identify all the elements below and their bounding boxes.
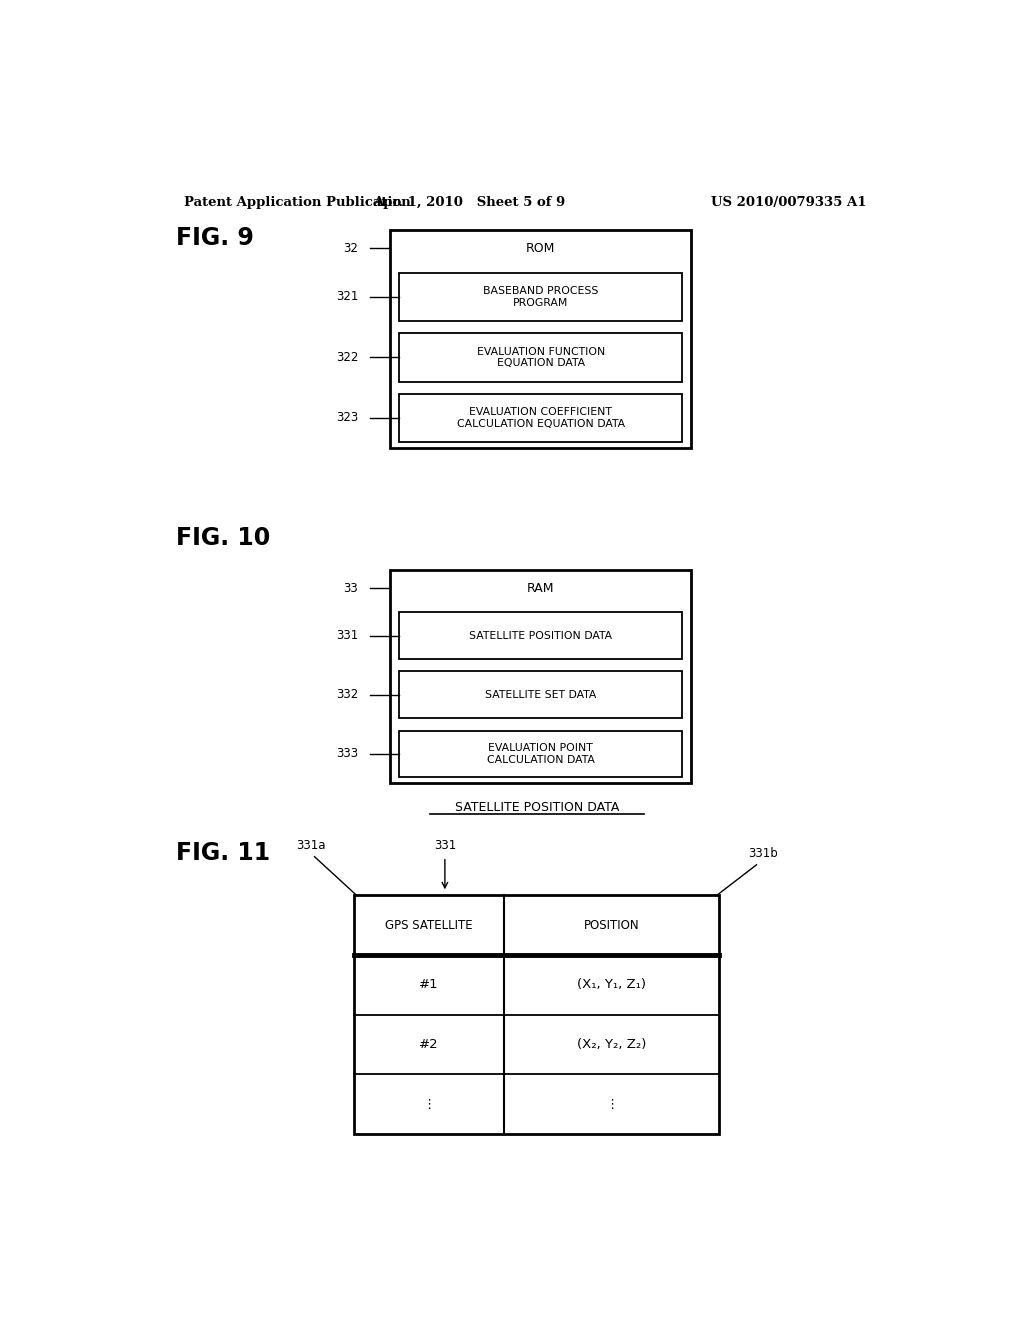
Text: FIG. 10: FIG. 10 bbox=[176, 525, 270, 549]
Text: 332: 332 bbox=[336, 689, 358, 701]
Text: Apr. 1, 2010   Sheet 5 of 9: Apr. 1, 2010 Sheet 5 of 9 bbox=[373, 195, 565, 209]
Text: FIG. 9: FIG. 9 bbox=[176, 226, 254, 249]
Text: POSITION: POSITION bbox=[584, 919, 639, 932]
Text: ⋮: ⋮ bbox=[422, 1098, 435, 1111]
Bar bbox=[399, 333, 682, 381]
Text: 322: 322 bbox=[336, 351, 358, 364]
Text: 331a: 331a bbox=[296, 838, 326, 851]
Text: GPS SATELLITE: GPS SATELLITE bbox=[385, 919, 473, 932]
Bar bbox=[390, 230, 691, 447]
Text: EVALUATION COEFFICIENT
CALCULATION EQUATION DATA: EVALUATION COEFFICIENT CALCULATION EQUAT… bbox=[457, 407, 625, 429]
Text: 32: 32 bbox=[343, 242, 358, 255]
Text: (X₂, Y₂, Z₂): (X₂, Y₂, Z₂) bbox=[577, 1038, 646, 1051]
Text: EVALUATION FUNCTION
EQUATION DATA: EVALUATION FUNCTION EQUATION DATA bbox=[476, 347, 605, 368]
Text: SATELLITE POSITION DATA: SATELLITE POSITION DATA bbox=[455, 801, 618, 814]
Bar bbox=[390, 570, 691, 784]
Text: ⋮: ⋮ bbox=[605, 1098, 618, 1111]
Text: 331b: 331b bbox=[748, 846, 778, 859]
Text: 331: 331 bbox=[336, 630, 358, 643]
Text: FIG. 11: FIG. 11 bbox=[176, 841, 269, 865]
Text: 323: 323 bbox=[336, 412, 358, 424]
Bar bbox=[399, 730, 682, 777]
Bar bbox=[399, 612, 682, 659]
Text: RAM: RAM bbox=[527, 582, 554, 595]
Text: 33: 33 bbox=[343, 582, 358, 595]
Bar bbox=[399, 393, 682, 442]
Text: ROM: ROM bbox=[526, 242, 555, 255]
Text: SATELLITE POSITION DATA: SATELLITE POSITION DATA bbox=[469, 631, 612, 640]
Text: #1: #1 bbox=[419, 978, 439, 991]
Bar bbox=[354, 895, 719, 1134]
Text: BASEBAND PROCESS
PROGRAM: BASEBAND PROCESS PROGRAM bbox=[483, 286, 598, 308]
Text: 331: 331 bbox=[434, 838, 456, 851]
Text: 333: 333 bbox=[336, 747, 358, 760]
Text: 321: 321 bbox=[336, 290, 358, 304]
Bar bbox=[399, 672, 682, 718]
Text: EVALUATION POINT
CALCULATION DATA: EVALUATION POINT CALCULATION DATA bbox=[486, 743, 595, 764]
Bar bbox=[399, 273, 682, 321]
Text: SATELLITE SET DATA: SATELLITE SET DATA bbox=[485, 690, 596, 700]
Text: Patent Application Publication: Patent Application Publication bbox=[183, 195, 411, 209]
Text: US 2010/0079335 A1: US 2010/0079335 A1 bbox=[711, 195, 866, 209]
Text: (X₁, Y₁, Z₁): (X₁, Y₁, Z₁) bbox=[578, 978, 646, 991]
Text: #2: #2 bbox=[419, 1038, 439, 1051]
